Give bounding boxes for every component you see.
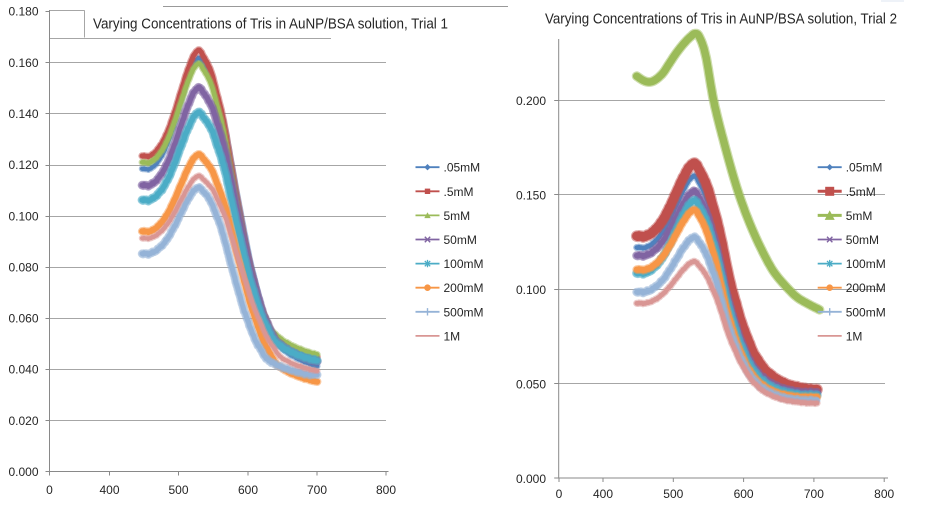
svg-text:100mM: 100mM (444, 257, 484, 271)
svg-text:5mM: 5mM (444, 209, 471, 223)
svg-text:800: 800 (874, 487, 894, 501)
svg-text:0.160: 0.160 (8, 56, 38, 70)
svg-text:0.180: 0.180 (8, 5, 38, 19)
svg-text:0.020: 0.020 (8, 414, 38, 428)
svg-text:600: 600 (238, 483, 258, 497)
svg-text:700: 700 (804, 487, 824, 501)
svg-text:500mM: 500mM (846, 305, 886, 319)
svg-text:0.100: 0.100 (516, 283, 546, 297)
svg-text:0.000: 0.000 (516, 472, 546, 486)
svg-text:1M: 1M (444, 329, 461, 343)
svg-text:1M: 1M (846, 329, 863, 343)
svg-text:.5mM: .5mM (846, 185, 876, 199)
svg-text:.05mM: .05mM (444, 161, 481, 175)
svg-text:400: 400 (99, 483, 119, 497)
svg-text:Varying Concentrations of Tris: Varying Concentrations of Tris in AuNP/B… (93, 16, 448, 33)
svg-text:0.120: 0.120 (8, 158, 38, 172)
svg-text:Varying Concentrations of Tris: Varying Concentrations of Tris in AuNP/B… (545, 11, 897, 28)
svg-text:200mM: 200mM (846, 281, 886, 295)
svg-text:50mM: 50mM (444, 233, 477, 247)
svg-text:500mM: 500mM (444, 305, 484, 319)
svg-text:0.100: 0.100 (8, 209, 38, 223)
svg-text:.05mM: .05mM (846, 161, 883, 175)
svg-text:0.060: 0.060 (8, 312, 38, 326)
svg-text:.5mM: .5mM (444, 185, 474, 199)
svg-text:200mM: 200mM (444, 281, 484, 295)
svg-text:100mM: 100mM (846, 257, 886, 271)
svg-text:600: 600 (734, 487, 754, 501)
svg-text:0: 0 (46, 483, 53, 497)
svg-text:0.080: 0.080 (8, 260, 38, 274)
svg-text:400: 400 (593, 487, 613, 501)
svg-text:0.040: 0.040 (8, 363, 38, 377)
svg-text:500: 500 (168, 483, 188, 497)
svg-text:0.050: 0.050 (516, 377, 546, 391)
svg-text:0.200: 0.200 (516, 94, 546, 108)
svg-text:0: 0 (556, 487, 563, 501)
svg-text:0.000: 0.000 (8, 465, 38, 479)
svg-text:0.150: 0.150 (516, 188, 546, 202)
svg-text:700: 700 (307, 483, 327, 497)
svg-text:0.140: 0.140 (8, 107, 38, 121)
svg-text:50mM: 50mM (846, 233, 879, 247)
svg-text:5mM: 5mM (846, 209, 873, 223)
svg-text:800: 800 (376, 483, 396, 497)
svg-text:500: 500 (663, 487, 683, 501)
